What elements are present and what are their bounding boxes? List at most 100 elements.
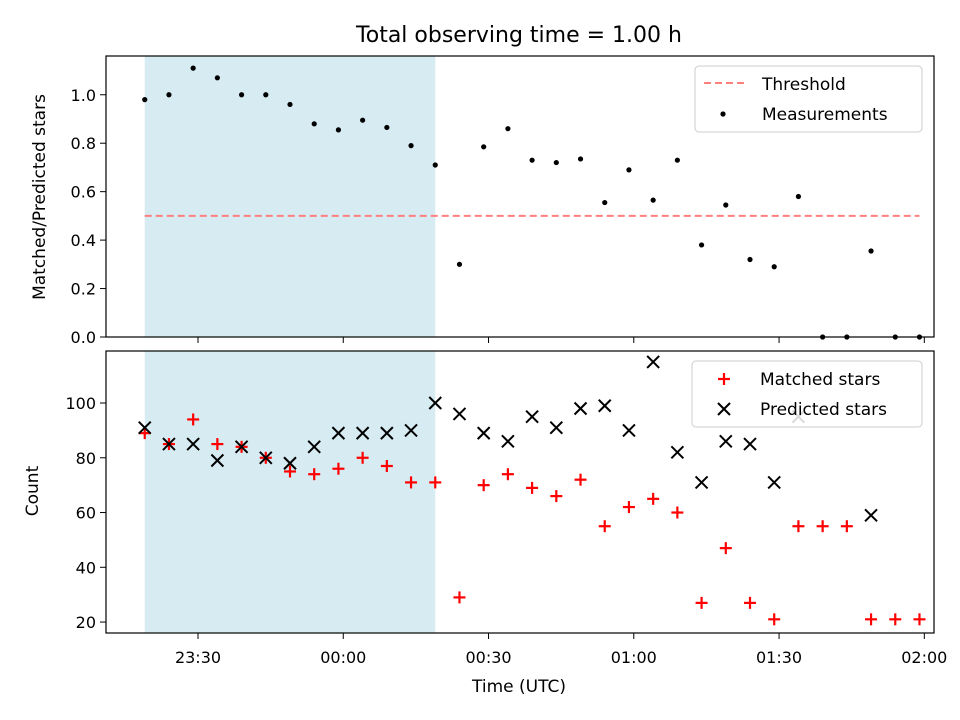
- measurement-point: [384, 124, 390, 131]
- predicted-star-point: [767, 475, 781, 490]
- predicted-star-point: [380, 426, 394, 440]
- predicted-legend-swatch: [717, 402, 731, 416]
- matched-star-point: [405, 476, 418, 489]
- measurement-point: [602, 199, 608, 206]
- matched-star-point: [792, 520, 805, 533]
- matched-star-point: [744, 596, 756, 609]
- bottom-panel: Count Time (UTC) 20 40 60 80 100 23:30 00:00 0…: [23, 350, 947, 697]
- matched-star-point: [671, 506, 684, 519]
- predicted-star-point: [162, 437, 176, 451]
- bottom-y-tick-label: 80: [76, 449, 96, 468]
- x-axis-label: Time (UTC): [471, 677, 566, 697]
- predicted-star-point: [501, 434, 515, 449]
- matched-star-point: [768, 613, 781, 626]
- matched-legend-swatch: [718, 373, 730, 385]
- measurement-point: [747, 256, 753, 263]
- top-legend-box: [694, 65, 923, 133]
- measurement-point: [723, 202, 729, 208]
- measurement-point: [771, 264, 777, 270]
- measurement-point: [287, 101, 293, 108]
- matched-star-point: [889, 613, 902, 626]
- bottom-x-tick-label: 02:00: [901, 648, 947, 667]
- predicted-star-point: [622, 423, 636, 438]
- bottom-x-tick-label: 23:30: [175, 648, 221, 667]
- predicted-star-point: [404, 423, 418, 438]
- matched-star-point: [138, 427, 151, 440]
- predicted-star-point: [476, 426, 491, 440]
- predicted-star-point: [283, 456, 297, 470]
- bottom-x-ticks: 23:30 00:00 00:30 01:00 01:30 02:00: [175, 633, 947, 667]
- measurement-point: [311, 121, 317, 127]
- top-panel: Total observing time = 1.00 h Matched/Pr…: [30, 23, 935, 347]
- predicted-star-point: [573, 401, 588, 416]
- matched-star-point: [550, 490, 563, 503]
- top-y-tick-label: 1.0: [71, 86, 96, 105]
- matched-star-point: [308, 468, 321, 481]
- bottom-legend: Matched stars Predicted stars: [691, 360, 923, 428]
- measurement-point: [795, 193, 802, 200]
- matched-star-point: [719, 542, 732, 555]
- bottom-y-tick-label: 100: [65, 394, 96, 413]
- bottom-y-tick-label: 20: [76, 613, 96, 632]
- measurement-point: [166, 92, 172, 98]
- predicted-legend-label: Predicted stars: [760, 400, 887, 420]
- matched-star-point: [840, 520, 853, 533]
- top-shaded-region: [144, 56, 436, 337]
- matched-star-point: [187, 413, 200, 426]
- predicted-star-point: [452, 407, 467, 421]
- bottom-axes-frame: [105, 350, 935, 634]
- matched-star-point: [816, 520, 829, 533]
- predicted-star-point: [549, 420, 564, 435]
- measurement-point: [698, 242, 705, 248]
- predicted-star-point: [743, 437, 757, 451]
- matched-star-point: [647, 492, 660, 505]
- measurement-point: [577, 156, 584, 162]
- matched-star-point: [284, 465, 296, 478]
- top-y-tick-label: 0.2: [71, 280, 96, 299]
- top-y-ticks: 0.0 0.2 0.4 0.6 0.8 1.0: [71, 86, 106, 347]
- matched-star-point: [598, 520, 611, 533]
- measurements-legend-label: Measurements: [762, 105, 888, 125]
- matched-star-point: [380, 459, 393, 472]
- matched-star-point: [211, 438, 224, 451]
- measurement-point: [238, 92, 245, 98]
- bottom-x-tick-label: 00:30: [465, 648, 511, 667]
- measurement-point: [432, 162, 438, 168]
- top-y-tick-label: 0.6: [71, 183, 96, 202]
- predicted-star-point: [259, 451, 273, 465]
- matched-star-point: [622, 501, 635, 514]
- predicted-star-point: [646, 355, 660, 369]
- top-legend: Threshold Measurements: [694, 65, 923, 133]
- measurement-point: [505, 126, 511, 132]
- matched-star-point: [332, 462, 345, 475]
- matched-star-point: [526, 481, 539, 494]
- measurement-point: [674, 157, 680, 163]
- measurement-point: [263, 92, 269, 98]
- predicted-star-point: [234, 440, 249, 454]
- measurement-point: [481, 144, 487, 150]
- bottom-x-tick-label: 00:00: [320, 648, 366, 667]
- bottom-shaded-region: [144, 351, 436, 633]
- measurement-point: [335, 127, 342, 133]
- bottom-x-tick-label: 01:00: [611, 648, 657, 667]
- chart-title: Total observing time = 1.00 h: [355, 23, 682, 48]
- matched-star-point: [865, 613, 878, 626]
- measurement-point: [142, 97, 148, 103]
- measurement-point: [553, 159, 559, 166]
- predicted-star-point: [186, 437, 200, 451]
- matched-star-point: [574, 473, 587, 486]
- matched-star-point: [501, 468, 514, 481]
- measurement-point: [626, 167, 632, 173]
- bottom-x-tick-label: 01:30: [756, 648, 802, 667]
- matched-star-point: [356, 451, 369, 464]
- top-y-axis-label: Matched/Predicted stars: [30, 94, 50, 300]
- matched-star-point: [429, 476, 442, 489]
- predicted-star-point: [355, 426, 370, 440]
- bottom-y-tick-label: 40: [76, 558, 96, 577]
- matched-star-point: [453, 591, 466, 604]
- top-shade-rect: [144, 56, 436, 337]
- measurement-point: [529, 157, 535, 163]
- top-axes-frame: [105, 55, 935, 338]
- predicted-star-point: [719, 434, 733, 449]
